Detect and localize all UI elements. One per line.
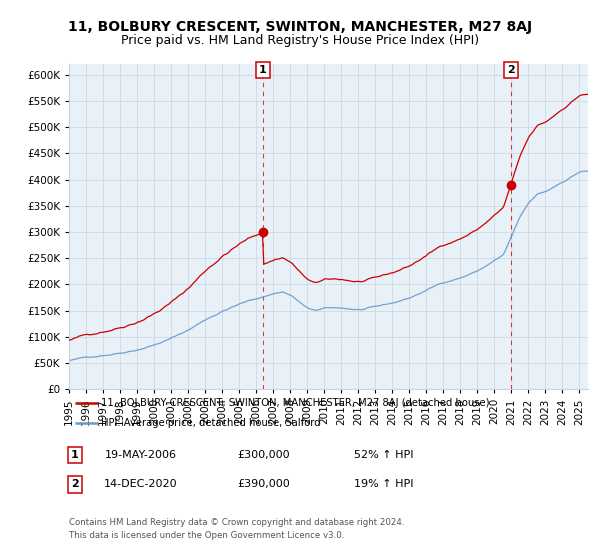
Text: £390,000: £390,000 bbox=[238, 479, 290, 489]
Text: 11, BOLBURY CRESCENT, SWINTON, MANCHESTER, M27 8AJ (detached house): 11, BOLBURY CRESCENT, SWINTON, MANCHESTE… bbox=[101, 398, 490, 408]
Text: 2: 2 bbox=[507, 64, 515, 74]
Text: 2: 2 bbox=[71, 479, 79, 489]
Text: Contains HM Land Registry data © Crown copyright and database right 2024.
This d: Contains HM Land Registry data © Crown c… bbox=[69, 518, 404, 539]
Text: 19% ↑ HPI: 19% ↑ HPI bbox=[354, 479, 414, 489]
Text: Price paid vs. HM Land Registry's House Price Index (HPI): Price paid vs. HM Land Registry's House … bbox=[121, 34, 479, 46]
Bar bbox=[263, 64, 511, 389]
Text: 19-MAY-2006: 19-MAY-2006 bbox=[105, 450, 177, 460]
Text: 14-DEC-2020: 14-DEC-2020 bbox=[104, 479, 178, 489]
Text: 52% ↑ HPI: 52% ↑ HPI bbox=[354, 450, 414, 460]
Text: HPI: Average price, detached house, Salford: HPI: Average price, detached house, Salf… bbox=[101, 418, 321, 428]
Text: 1: 1 bbox=[71, 450, 79, 460]
Text: £300,000: £300,000 bbox=[238, 450, 290, 460]
Text: 11, BOLBURY CRESCENT, SWINTON, MANCHESTER, M27 8AJ: 11, BOLBURY CRESCENT, SWINTON, MANCHESTE… bbox=[68, 20, 532, 34]
Text: 1: 1 bbox=[259, 64, 266, 74]
